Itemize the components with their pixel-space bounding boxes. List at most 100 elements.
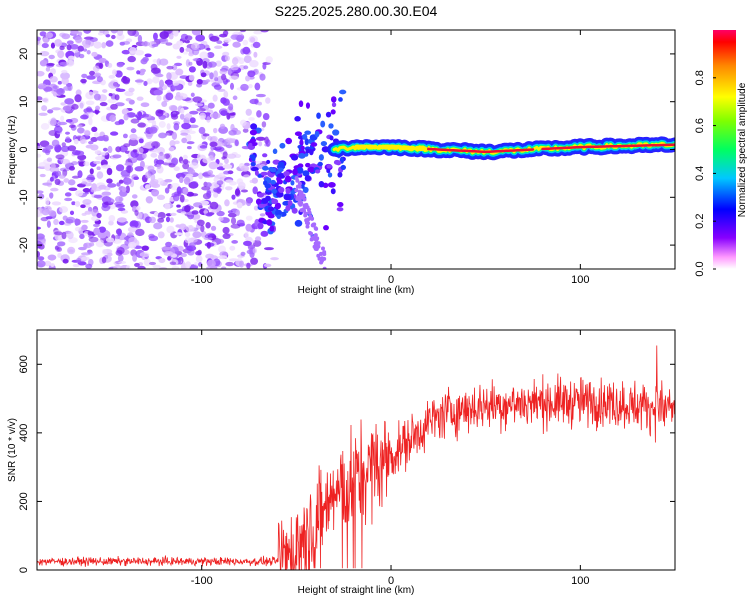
noise-blob xyxy=(107,145,113,154)
noise-blob xyxy=(88,242,95,247)
noise-blob xyxy=(180,211,187,215)
noise-blob xyxy=(90,187,97,193)
noise-blob xyxy=(253,30,263,35)
y-tick-label: 20 xyxy=(18,48,30,60)
noise-blob xyxy=(225,179,234,184)
noise-blob xyxy=(260,30,270,33)
noise-blob xyxy=(239,260,244,268)
noise-blob xyxy=(206,259,216,268)
noise-blob xyxy=(71,103,79,110)
noise-blob xyxy=(65,119,73,123)
noise-blob xyxy=(89,70,96,76)
noise-blob xyxy=(213,70,218,79)
noise-blob xyxy=(69,124,76,128)
noise-blob xyxy=(141,41,151,47)
noise-blob xyxy=(158,79,165,88)
noise-blob xyxy=(197,153,202,162)
noise-blob xyxy=(189,162,199,170)
noise-blob xyxy=(143,80,148,87)
noise-blob xyxy=(179,176,184,183)
noise-blob xyxy=(68,187,78,191)
noise-blob xyxy=(173,166,180,172)
noise-blob xyxy=(182,158,189,165)
noise-blob xyxy=(88,117,93,126)
transition-blob xyxy=(248,142,253,148)
transition-blob xyxy=(270,179,276,185)
noise-blob xyxy=(80,78,87,84)
noise-blob xyxy=(157,231,165,239)
noise-blob xyxy=(65,131,71,135)
noise-blob xyxy=(39,59,48,67)
tail-blob xyxy=(297,195,302,200)
noise-blob xyxy=(137,34,143,43)
noise-blob xyxy=(144,184,151,190)
noise-blob xyxy=(186,145,192,150)
noise-blob xyxy=(152,59,158,63)
transition-blob xyxy=(316,112,321,119)
noise-blob xyxy=(170,113,179,120)
noise-blob xyxy=(42,182,52,186)
tail-blob xyxy=(301,207,306,212)
transition-blob xyxy=(285,187,291,195)
snr-series xyxy=(37,345,675,570)
noise-blob xyxy=(49,76,58,83)
signal-dot xyxy=(403,145,409,151)
noise-blob xyxy=(98,226,106,233)
transition-blob xyxy=(297,163,304,169)
noise-blob xyxy=(184,35,193,41)
noise-blob xyxy=(219,123,226,130)
noise-blob xyxy=(130,128,137,134)
transition-blob xyxy=(304,175,312,182)
noise-blob xyxy=(56,247,63,252)
noise-blob xyxy=(179,92,184,97)
noise-blob xyxy=(121,186,127,193)
noise-blob xyxy=(126,112,136,118)
transition-blob xyxy=(257,192,265,198)
noise-blob xyxy=(61,231,67,240)
noise-blob xyxy=(213,45,223,50)
transition-blob xyxy=(340,164,347,170)
noise-blob xyxy=(81,181,88,185)
noise-blob xyxy=(108,81,118,89)
noise-blob xyxy=(44,260,52,267)
transition-blob xyxy=(304,130,312,135)
noise-blob xyxy=(189,117,196,124)
noise-blob xyxy=(128,241,137,249)
noise-blob xyxy=(196,107,206,112)
noise-blob xyxy=(158,114,166,120)
noise-blob xyxy=(252,186,258,195)
noise-blob xyxy=(164,179,173,183)
noise-blob xyxy=(151,189,160,197)
noise-blob xyxy=(150,63,158,71)
transition-blob xyxy=(310,142,318,147)
noise-blob xyxy=(211,82,221,88)
noise-blob xyxy=(105,237,115,243)
noise-blob xyxy=(243,65,249,70)
noise-blob xyxy=(212,192,219,198)
noise-blob xyxy=(122,41,130,45)
noise-blob xyxy=(270,257,279,261)
noise-blob xyxy=(80,114,89,120)
noise-blob xyxy=(184,205,191,213)
noise-blob xyxy=(130,200,139,209)
noise-blob xyxy=(210,225,217,231)
noise-blob xyxy=(121,108,129,115)
noise-blob xyxy=(192,58,201,62)
noise-blob xyxy=(245,75,251,82)
noise-blob xyxy=(95,156,105,161)
noise-blob xyxy=(98,57,107,64)
noise-blob xyxy=(159,58,169,66)
noise-blob xyxy=(54,231,63,236)
noise-blob xyxy=(89,168,94,175)
y-tick-label: 0 xyxy=(18,146,30,152)
noise-blob xyxy=(222,51,230,57)
transition-blob xyxy=(285,137,293,145)
noise-blob xyxy=(209,72,214,80)
transition-blob xyxy=(249,138,257,143)
noise-blob xyxy=(250,257,259,265)
noise-blob xyxy=(183,176,191,185)
noise-blob xyxy=(174,140,180,145)
noise-blob xyxy=(71,175,80,179)
noise-blob xyxy=(145,171,151,179)
transition-blob xyxy=(287,199,293,207)
